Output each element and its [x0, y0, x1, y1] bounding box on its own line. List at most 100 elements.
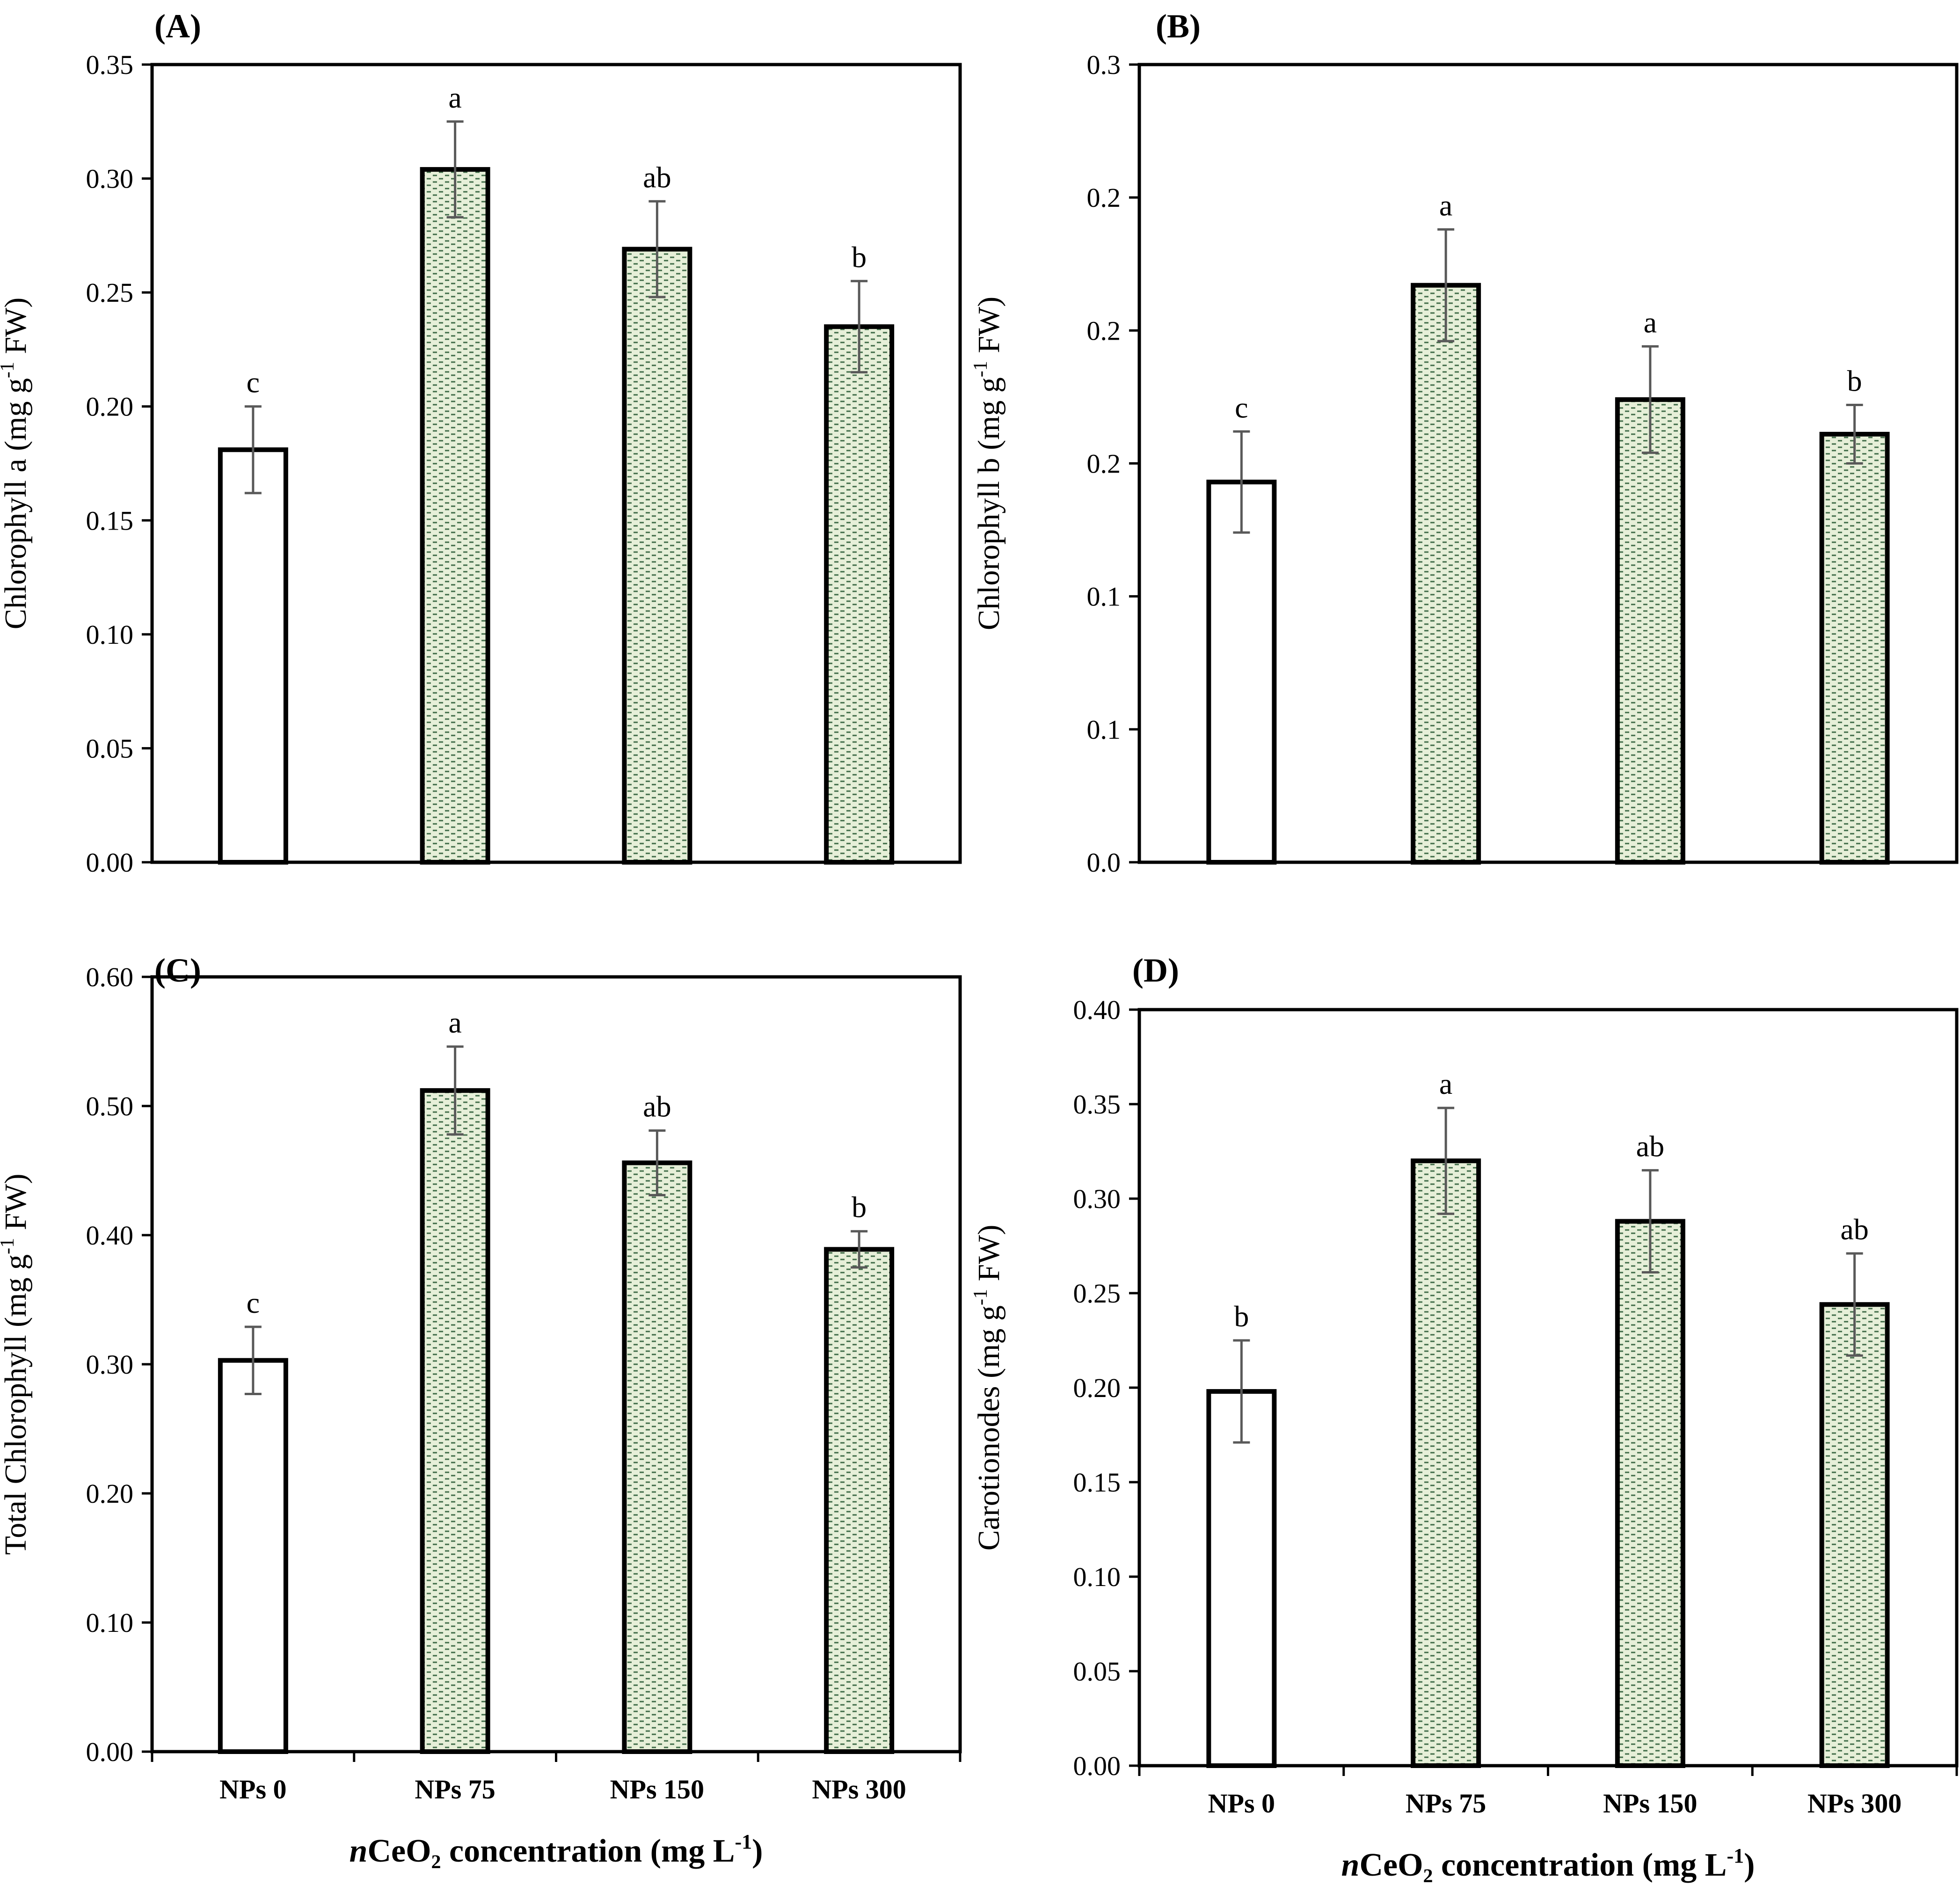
bar — [1615, 397, 1685, 865]
bar — [1206, 1389, 1277, 1768]
y-axis-title-sup: -1 — [970, 361, 991, 377]
y-tick-label: 0.2 — [1087, 315, 1121, 346]
x-axis-title-sup: -1 — [735, 1830, 752, 1853]
bar — [824, 1247, 895, 1754]
significance-letter: c — [247, 1286, 260, 1319]
x-category-label: NPs 300 — [812, 1774, 906, 1805]
x-category-label: NPs 150 — [610, 1774, 704, 1805]
chart-panel-d: (D) 0.00 0.05 0.10 0.15 0.20 0.25 0.30 0.35 0.40 b… — [970, 952, 1959, 1883]
bar — [218, 447, 288, 865]
y-tick-label: 0.30 — [1073, 1184, 1121, 1214]
y-tick-label: 0.10 — [86, 1608, 134, 1638]
y-tick-label: 0.20 — [1073, 1373, 1121, 1403]
bar — [420, 1088, 490, 1754]
significance-letter: ab — [1636, 1129, 1664, 1163]
y-tick-label: 0.25 — [86, 277, 134, 308]
y-tick-label: 0.20 — [86, 1478, 134, 1509]
y-tick-label: 0.00 — [86, 847, 134, 878]
y-tick-label: 0.1 — [1087, 714, 1121, 745]
significance-letter: b — [852, 1191, 867, 1224]
significance-letter: ab — [643, 1090, 671, 1123]
bar — [1206, 480, 1277, 865]
x-axis-title-italic: n — [350, 1833, 368, 1869]
x-category-label: NPs 300 — [1807, 1788, 1902, 1819]
x-axis-title-tail: ) — [752, 1833, 763, 1869]
x-axis-title-tail: ) — [1744, 1847, 1755, 1883]
y-tick-label: 0.1 — [1087, 582, 1121, 612]
y-tick-label: 0.35 — [86, 50, 134, 80]
significance-letter: b — [852, 240, 867, 274]
plot-frame — [150, 63, 962, 864]
bar — [622, 247, 692, 865]
bar — [1615, 1219, 1685, 1768]
panel-label: (A) — [154, 7, 201, 45]
y-axis-title-tail: FW) — [972, 1225, 1006, 1289]
significance-letter: a — [1644, 306, 1657, 339]
y-tick-label: 0.15 — [86, 505, 134, 536]
y-axis-title: Chlorophyll a (mg g-1 FW) — [0, 298, 33, 630]
y-axis-title-sup: -1 — [0, 1238, 18, 1254]
panel-label: (D) — [1132, 952, 1179, 989]
significance-letter: a — [448, 81, 461, 114]
chart-panel-b: (B) 0.0 0.1 0.1 0.2 0.2 0.2 0.3 c a a b Chlorophyll … — [970, 7, 1959, 878]
significance-letter: ab — [643, 160, 671, 194]
y-axis-title-main: Chlorophyll b (mg g — [972, 377, 1006, 630]
y-tick-label: 0.10 — [86, 619, 134, 650]
bar — [1411, 1158, 1481, 1768]
x-axis-title: nCeO₂ concentration (mg L-1) — [1341, 1844, 1755, 1883]
y-tick-label: 0.05 — [86, 733, 134, 764]
y-tick-label: 0.40 — [1073, 995, 1121, 1025]
chart-panel-c: (C) 0.00 0.10 0.20 0.30 0.40 0.50 0.60 c NPs 0 a NP… — [0, 952, 962, 1869]
significance-letter: ab — [1840, 1213, 1868, 1246]
significance-letter: b — [1847, 364, 1862, 397]
y-axis-title-main: Chlorophyll a (mg g — [0, 378, 33, 629]
y-tick-label: 0.3 — [1087, 50, 1121, 80]
y-tick-label: 0.25 — [1073, 1278, 1121, 1309]
x-category-label: NPs 0 — [219, 1774, 286, 1805]
y-axis-title-tail: FW) — [0, 1174, 33, 1238]
panel-label: (C) — [154, 952, 201, 989]
y-tick-label: 0.20 — [86, 392, 134, 422]
significance-letter: a — [1439, 1067, 1452, 1100]
significance-letter: c — [247, 366, 260, 399]
bar — [1819, 431, 1890, 865]
y-axis-title-main: Carotionodes (mg g — [972, 1305, 1006, 1550]
y-tick-label: 0.35 — [1073, 1089, 1121, 1120]
y-axis-title-tail: FW) — [0, 298, 33, 362]
y-tick-label: 0.30 — [86, 1349, 134, 1380]
x-category-label: NPs 0 — [1208, 1788, 1275, 1819]
x-category-label: NPs 150 — [1603, 1788, 1697, 1819]
y-tick-label: 0.40 — [86, 1220, 134, 1251]
panel-label: (B) — [1156, 7, 1201, 45]
y-tick-label: 0.0 — [1087, 847, 1121, 878]
y-tick-label: 0.00 — [86, 1737, 134, 1767]
x-category-label: NPs 75 — [1406, 1788, 1486, 1819]
y-axis-title: Chlorophyll b (mg g-1 FW) — [970, 297, 1006, 630]
y-tick-label: 0.50 — [86, 1091, 134, 1121]
x-category-label: NPs 75 — [415, 1774, 495, 1805]
y-axis-title-sup: -1 — [970, 1289, 991, 1305]
x-axis-title-italic: n — [1341, 1847, 1360, 1883]
x-axis-title-main: CeO₂ concentration (mg L — [1359, 1847, 1727, 1883]
x-axis-title-sup: -1 — [1727, 1844, 1744, 1867]
x-axis-title: nCeO₂ concentration (mg L-1) — [350, 1830, 763, 1869]
y-axis-title: Carotionodes (mg g-1 FW) — [970, 1225, 1006, 1551]
y-axis-title-sup: -1 — [0, 362, 18, 378]
y-tick-label: 0.15 — [1073, 1467, 1121, 1498]
bar — [824, 324, 895, 865]
y-tick-label: 0.2 — [1087, 449, 1121, 479]
bar — [218, 1358, 288, 1754]
significance-letter: c — [1235, 391, 1248, 424]
y-axis-title-tail: FW) — [972, 297, 1006, 361]
x-axis-title-main: CeO₂ concentration (mg L — [367, 1833, 735, 1869]
y-tick-label: 0.30 — [86, 164, 134, 194]
bar — [1819, 1302, 1890, 1768]
y-axis-title: Total Chlorophyll (mg g-1 FW) — [0, 1174, 33, 1555]
significance-letter: a — [448, 1006, 461, 1039]
y-axis-title-main: Total Chlorophyll (mg g — [0, 1254, 33, 1555]
y-tick-label: 0.60 — [86, 962, 134, 992]
bar — [420, 167, 490, 865]
y-tick-label: 0.10 — [1073, 1562, 1121, 1592]
significance-letter: a — [1439, 189, 1452, 222]
